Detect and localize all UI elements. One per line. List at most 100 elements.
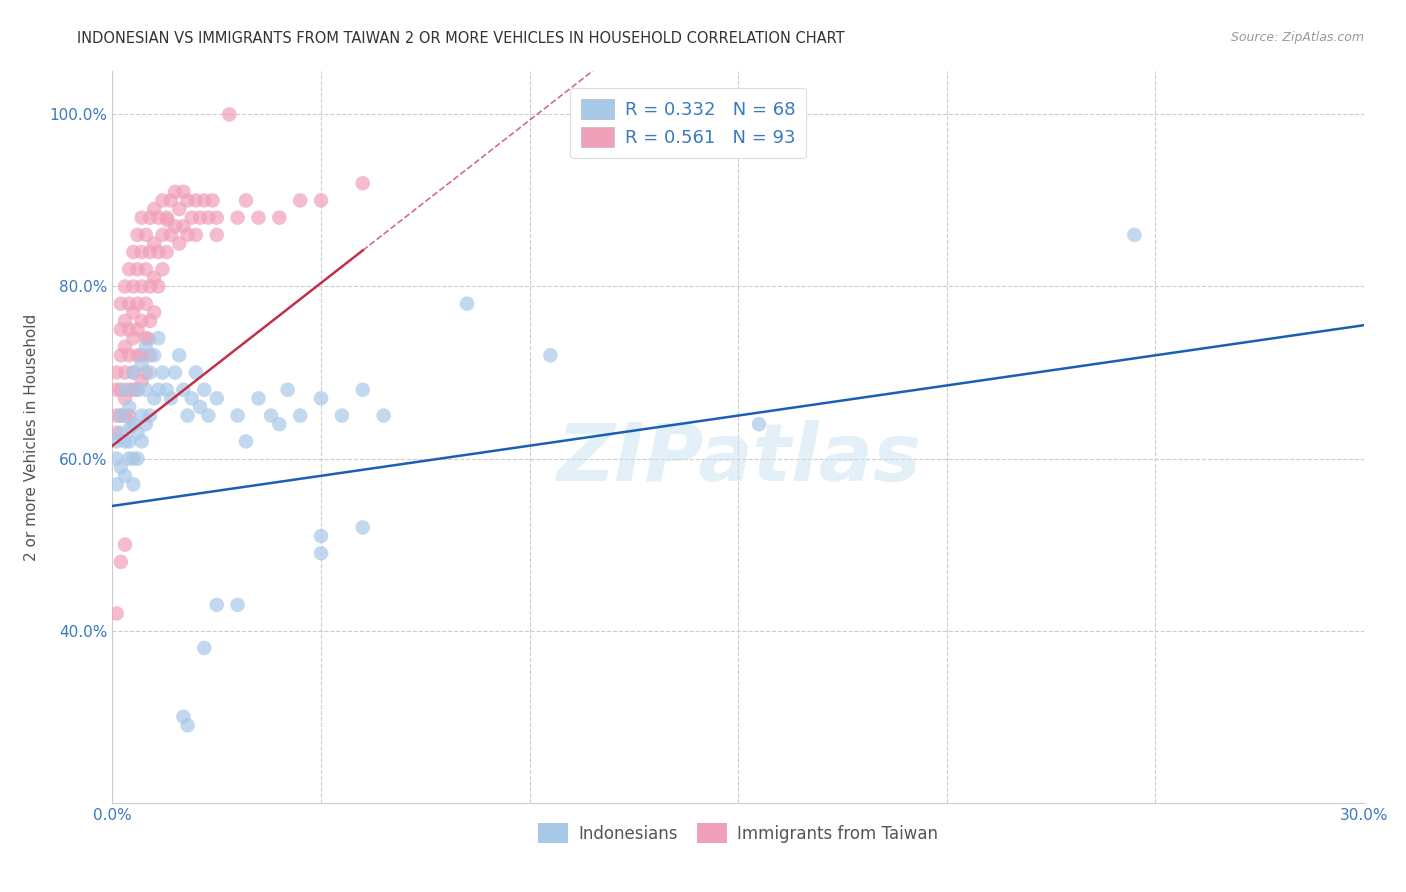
Point <box>110 460 132 475</box>
Point <box>135 227 157 242</box>
Point <box>152 366 174 380</box>
Point <box>218 107 240 121</box>
Point <box>172 185 194 199</box>
Point <box>127 383 149 397</box>
Point <box>122 451 145 466</box>
Point <box>197 409 219 423</box>
Point <box>114 409 136 423</box>
Point <box>205 392 228 406</box>
Point <box>118 348 141 362</box>
Point <box>127 425 149 440</box>
Point <box>269 417 291 432</box>
Point <box>143 392 166 406</box>
Point <box>184 366 207 380</box>
Point <box>309 546 332 560</box>
Point <box>163 185 186 199</box>
Point <box>197 211 219 225</box>
Point <box>118 400 141 414</box>
Point <box>135 262 157 277</box>
Point <box>110 425 132 440</box>
Y-axis label: 2 or more Vehicles in Household: 2 or more Vehicles in Household <box>24 313 38 561</box>
Point <box>201 194 224 208</box>
Point <box>160 392 183 406</box>
Point <box>110 348 132 362</box>
Point <box>105 425 128 440</box>
Point <box>122 245 145 260</box>
Point <box>135 296 157 310</box>
Point <box>127 296 149 310</box>
Point <box>167 236 190 251</box>
Point <box>131 357 153 371</box>
Point <box>143 348 166 362</box>
Point <box>127 451 149 466</box>
Point <box>143 236 166 251</box>
Point <box>110 555 132 569</box>
Point <box>122 305 145 319</box>
Point <box>110 409 132 423</box>
Point <box>143 305 166 319</box>
Point <box>156 383 179 397</box>
Point <box>114 314 136 328</box>
Point <box>131 409 153 423</box>
Point <box>309 392 332 406</box>
Point <box>139 366 162 380</box>
Point <box>176 409 198 423</box>
Point <box>131 279 153 293</box>
Point <box>157 332 180 346</box>
Point <box>352 176 374 190</box>
Point <box>139 245 162 260</box>
Point <box>205 598 228 612</box>
Point <box>277 383 299 397</box>
Point <box>176 718 198 732</box>
Point <box>105 434 128 449</box>
Point <box>114 366 136 380</box>
Point <box>748 417 770 432</box>
Point <box>105 409 128 423</box>
Point <box>172 710 194 724</box>
Point <box>118 322 141 336</box>
Point <box>110 383 132 397</box>
Point <box>105 607 128 621</box>
Point <box>110 296 132 310</box>
Point <box>114 392 136 406</box>
Point <box>163 366 186 380</box>
Point <box>309 529 332 543</box>
Point <box>118 383 141 397</box>
Point <box>122 366 145 380</box>
Point <box>235 194 257 208</box>
Point <box>352 383 374 397</box>
Point <box>373 409 395 423</box>
Point <box>226 211 249 225</box>
Point <box>141 234 163 248</box>
Point <box>180 211 202 225</box>
Point <box>538 348 561 362</box>
Point <box>205 227 228 242</box>
Point <box>160 194 183 208</box>
Point <box>139 279 162 293</box>
Point <box>176 194 198 208</box>
Point <box>160 227 183 242</box>
Point <box>105 451 128 466</box>
Point <box>260 409 283 423</box>
Point <box>167 202 190 216</box>
Point <box>247 211 270 225</box>
Point <box>188 211 211 225</box>
Point <box>148 245 170 260</box>
Point <box>167 348 190 362</box>
Point <box>269 211 291 225</box>
Point <box>110 322 132 336</box>
Point <box>118 296 141 310</box>
Point <box>330 409 353 423</box>
Point <box>148 279 170 293</box>
Point <box>122 331 145 345</box>
Point <box>235 434 257 449</box>
Point <box>226 598 249 612</box>
Text: INDONESIAN VS IMMIGRANTS FROM TAIWAN 2 OR MORE VEHICLES IN HOUSEHOLD CORRELATION: INDONESIAN VS IMMIGRANTS FROM TAIWAN 2 O… <box>77 31 845 46</box>
Point <box>247 392 270 406</box>
Point <box>193 640 215 655</box>
Point <box>352 520 374 534</box>
Point <box>114 468 136 483</box>
Point <box>152 194 174 208</box>
Point <box>127 383 149 397</box>
Point <box>148 331 170 345</box>
